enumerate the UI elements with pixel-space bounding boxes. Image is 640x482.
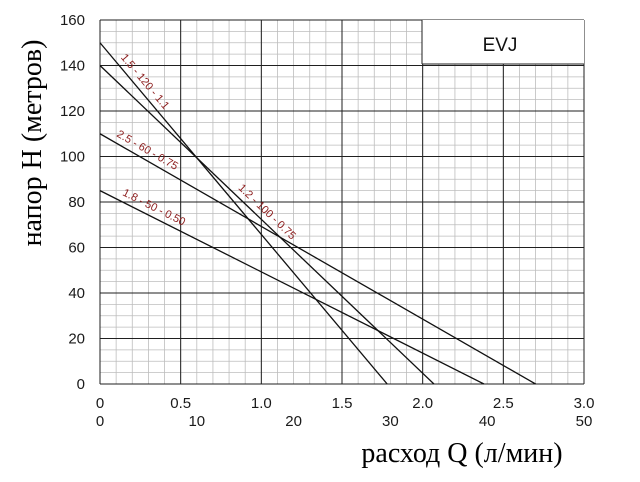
y-tick-label: 60: [68, 240, 85, 257]
series-label: 2.5 - 60 - 0.75: [115, 128, 180, 173]
model-badge: EVJ: [421, 20, 584, 65]
x2-axis-ticks: 0 10 20 30 40 50: [96, 413, 593, 430]
x-tick-label: 1.5: [332, 395, 353, 412]
series-label: 1.8 - 50 - 0.50: [121, 187, 188, 229]
x-axis-title: расход Q (л/мин): [361, 438, 562, 469]
x2-tick-label: 50: [576, 413, 593, 430]
series-line: [99, 190, 485, 385]
x2-tick-label: 10: [188, 413, 205, 430]
x-tick-label: 2.0: [412, 395, 433, 412]
y-axis-title: напор H (метров): [17, 40, 48, 247]
x-tick-label: 1.0: [251, 395, 272, 412]
x-axis-ticks: 0 0.5 1.0 1.5 2.0 2.5 3.0: [96, 395, 595, 412]
x2-tick-label: 30: [382, 413, 399, 430]
y-tick-label: 160: [60, 12, 85, 29]
y-tick-label: 120: [60, 103, 85, 120]
y-tick-label: 40: [68, 285, 85, 302]
series-line: [99, 42, 388, 385]
model-badge-text: EVJ: [483, 35, 518, 56]
y-tick-label: 20: [68, 331, 85, 348]
y-axis-ticks: 0 20 40 60 80 100 120 140 160: [60, 12, 85, 393]
y-tick-label: 80: [68, 194, 85, 211]
series-line: [99, 133, 536, 385]
x-tick-label: 0.5: [170, 395, 191, 412]
y-tick-label: 100: [60, 149, 85, 166]
x-tick-label: 0: [96, 395, 104, 412]
x2-tick-label: 20: [285, 413, 302, 430]
series-label: 1.5 - 120 - 1.1: [118, 52, 171, 112]
x2-tick-label: 40: [479, 413, 496, 430]
x2-tick-label: 0: [96, 413, 104, 430]
series-lines: [99, 42, 536, 385]
x-tick-label: 3.0: [574, 395, 595, 412]
y-tick-label: 140: [60, 58, 85, 75]
y-tick-label: 0: [77, 376, 85, 393]
x-tick-label: 2.5: [493, 395, 514, 412]
major-grid: [99, 19, 585, 385]
